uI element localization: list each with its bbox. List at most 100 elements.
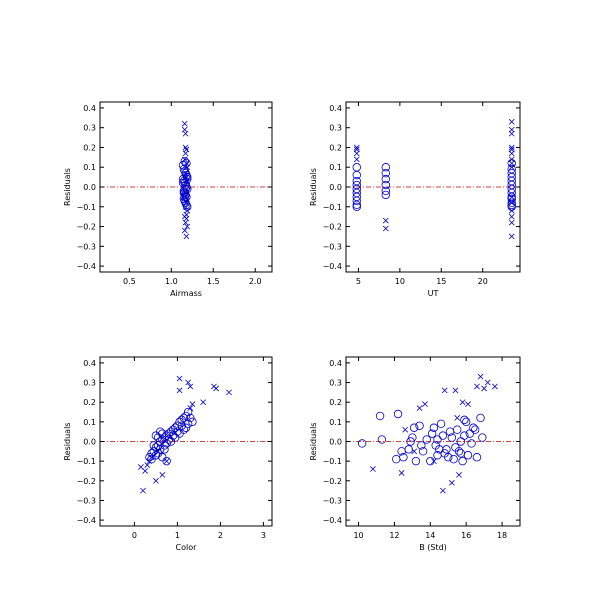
x-tick-label: 1.0 (165, 277, 178, 286)
cross-point (176, 387, 183, 394)
x-tick-label: 0 (132, 531, 137, 540)
scatter-panel-2: 5 10 15 20 −0.4 −0.3 −0.2 −0.1 0.0 0.1 0.2 0.3 0.4 UT… (309, 101, 521, 298)
circle-point (181, 198, 190, 208)
circle-point (182, 159, 191, 168)
circle-point (188, 417, 197, 427)
circle-point (381, 163, 390, 172)
circle-point (404, 445, 413, 454)
circle-point (179, 413, 189, 423)
x-tick-label: 10 (353, 531, 363, 540)
y-tick-label: −0.4 (323, 262, 342, 271)
cross-point (492, 383, 498, 390)
y-tick-label: 0.2 (83, 143, 96, 152)
y-tick-label: 0.3 (329, 124, 342, 133)
y-tick-label: 0.4 (329, 104, 342, 113)
circle-point (180, 166, 189, 176)
y-tick-label: −0.3 (323, 496, 342, 505)
circle-point (381, 168, 390, 178)
circle-point (478, 433, 487, 442)
circle-point (408, 433, 417, 442)
circle-point (160, 441, 169, 450)
cross-point (459, 399, 466, 406)
y-tick-label: −0.2 (323, 477, 342, 486)
circle-point (381, 186, 390, 196)
y-tick-label: 0.1 (83, 418, 96, 427)
cross-point (382, 217, 389, 224)
cross-point (226, 389, 232, 396)
cross-point (159, 472, 166, 478)
circle-point (181, 411, 191, 421)
scatter-panel-4: 10 12 14 16 18 −0.4 −0.3 −0.2 −0.1 0.0 0.1 0.2 0.3 0.… (309, 356, 521, 552)
cross-point (370, 466, 376, 472)
circle-point (442, 445, 451, 454)
x-tick-label: 1 (175, 531, 180, 540)
circle-point (476, 413, 485, 423)
cross-point (452, 387, 459, 394)
cross-point (187, 383, 194, 390)
circle-point (436, 419, 446, 429)
y-tick-label: −0.4 (77, 262, 96, 271)
circle-point (177, 421, 186, 430)
circle-point (454, 447, 464, 456)
circle-point (375, 411, 385, 421)
circle-point (381, 180, 390, 190)
cross-point (416, 405, 423, 411)
circle-point (179, 194, 189, 204)
circle-point (433, 435, 442, 444)
circle-point (158, 429, 167, 438)
circle-point (180, 192, 189, 202)
circle-point (160, 445, 169, 454)
x-axis-label: Color (176, 543, 198, 552)
circle-point (381, 190, 390, 200)
y-tick-label: 0.1 (83, 163, 96, 172)
circle-point (507, 200, 516, 209)
circle-point (417, 441, 426, 450)
circle-point (180, 157, 189, 166)
y-tick-label: −0.2 (323, 223, 342, 232)
y-tick-label: −0.1 (77, 203, 96, 212)
circle-point (352, 202, 361, 211)
circle-point (352, 170, 361, 180)
x-tick-label: 1.5 (207, 277, 220, 286)
circle-point (393, 409, 403, 419)
scatter-panel-3: 0 1 2 3 −0.4 −0.3 −0.2 −0.1 0.0 0.1 0.2 0.3 0.4 Color… (63, 356, 273, 552)
x-tick-label: 18 (497, 531, 507, 540)
circle-point (456, 449, 466, 458)
cross-point (153, 477, 159, 484)
circle-point (465, 429, 474, 438)
circle-point (181, 423, 191, 432)
cross-point (144, 462, 151, 468)
circle-point (435, 445, 444, 454)
x-tick-label: 20 (478, 277, 488, 286)
y-tick-label: 0.4 (83, 359, 96, 368)
y-axis-label: Residuals (63, 423, 72, 461)
cross-point (508, 233, 515, 240)
y-tick-label: 0.4 (83, 104, 96, 113)
x-tick-label: 14 (425, 531, 435, 540)
circle-point (507, 188, 516, 198)
y-tick-label: 0.3 (329, 379, 342, 388)
circle-point (149, 447, 158, 456)
cross-point (456, 472, 462, 478)
circle-point (352, 200, 361, 209)
circle-point (469, 423, 478, 432)
x-tick-label: 15 (436, 277, 446, 286)
cross-point (176, 375, 183, 382)
circle-point (433, 451, 442, 460)
y-tick-label: 0.0 (83, 438, 96, 447)
y-tick-label: 0.3 (83, 124, 96, 133)
cross-point (439, 487, 446, 494)
cross-point (189, 401, 196, 408)
cross-point (474, 383, 480, 390)
circle-point (175, 429, 184, 438)
circle-point (507, 159, 516, 168)
x-tick-label: 12 (389, 531, 399, 540)
circle-point (453, 425, 462, 434)
y-tick-label: −0.3 (323, 242, 342, 251)
circle-point (470, 425, 480, 434)
x-tick-label: 10 (395, 277, 405, 286)
circle-point (183, 419, 193, 429)
x-tick-label: 3 (261, 531, 266, 540)
cross-point (508, 130, 515, 137)
